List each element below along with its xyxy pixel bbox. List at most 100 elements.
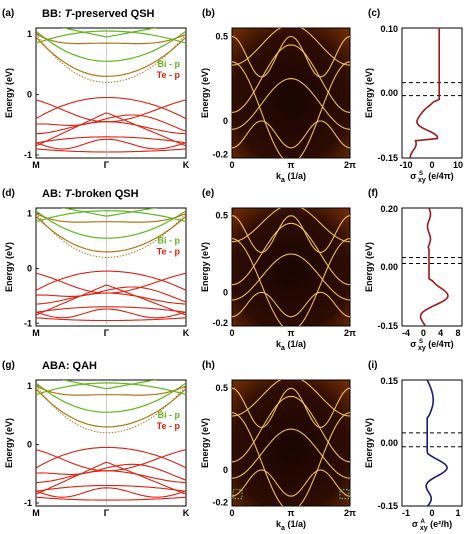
- inverted-band: [36, 213, 186, 258]
- y-tick-label: -0.2: [212, 318, 228, 328]
- conductivity-curve: [425, 379, 448, 507]
- edge-state-curve: [232, 428, 350, 479]
- edge-state-curve: [232, 291, 350, 318]
- edge-curves: [232, 208, 350, 326]
- legend-te-p: Te - p: [157, 421, 181, 431]
- y-tick-label: 0: [27, 263, 32, 273]
- band-curves: [36, 28, 186, 153]
- x-tick-label: π: [288, 328, 295, 338]
- conduction-band: [36, 382, 186, 396]
- edge-state-curve: [232, 44, 350, 113]
- y-tick-label: -0.15: [377, 153, 398, 163]
- panel-label: (g): [2, 360, 15, 371]
- x-tick-label: 10: [453, 160, 463, 170]
- y-tick-label: 0: [27, 90, 32, 100]
- x-tick-label: 0: [429, 508, 434, 518]
- y-tick-label: 0.15: [380, 376, 398, 386]
- band-frame: [35, 27, 187, 159]
- conduction-band: [60, 208, 158, 217]
- valence-band: [36, 148, 186, 153]
- edge-state-curve: [232, 120, 350, 149]
- y-tick-label: 0.5: [215, 383, 228, 393]
- valence-band: [36, 496, 186, 501]
- valence-band: [36, 112, 186, 147]
- y-tick-label: 0.5: [215, 211, 228, 221]
- conduction-band: [36, 210, 186, 239]
- y-axis-label: Energy (eV): [4, 242, 14, 292]
- conduction-band: [36, 30, 186, 44]
- legend-te-p: Te - p: [157, 70, 181, 80]
- edge-state-curve: [232, 387, 350, 428]
- x-tick-label: 0: [229, 328, 234, 338]
- y-tick-label: -0.15: [377, 321, 398, 331]
- valence-band: [36, 463, 186, 481]
- panel-label: (d): [2, 188, 15, 199]
- inverted-band: [36, 33, 186, 83]
- x-tick-label: Γ: [104, 160, 110, 170]
- edge-state-curve: [232, 222, 350, 286]
- band-structure-panel: (g) ABA: QAH 1 0 -1 Energy (eV) M Γ K Bi - pTe - …: [2, 360, 190, 518]
- x-tick-label: 2π: [344, 160, 356, 170]
- x-tick-label: K: [183, 508, 190, 518]
- edge-state-curve: [232, 215, 350, 253]
- band-curves: [36, 380, 186, 501]
- valence-band: [36, 286, 186, 303]
- conduction-band: [36, 212, 186, 223]
- y-tick-label: -1: [24, 150, 32, 160]
- y-tick-label: -0.15: [377, 501, 398, 511]
- conduction-band: [61, 380, 158, 390]
- panel-title: ABA: QAH: [42, 360, 97, 372]
- conductivity-frame: [401, 207, 463, 327]
- valence-band: [36, 317, 186, 322]
- y-tick-label: 0.00: [380, 262, 398, 272]
- y-axis-label: Energy (eV): [364, 68, 374, 118]
- edge-state-curve: [232, 238, 350, 326]
- edge-spectrum: [231, 207, 351, 327]
- x-tick-label: M: [32, 508, 40, 518]
- legend-bi-p: Bi - p: [158, 235, 181, 245]
- y-tick-label: 0: [223, 465, 228, 475]
- x-tick-label: π: [288, 508, 295, 518]
- highlight-box-right: [339, 489, 350, 500]
- y-tick-label: 1: [27, 381, 32, 391]
- x-tick-label: K: [183, 328, 190, 338]
- valence-band: [36, 470, 186, 484]
- x-tick-label: 0: [229, 508, 234, 518]
- x-tick-label: -10: [399, 160, 412, 170]
- y-axis-label: Energy (eV): [4, 418, 14, 468]
- panel-label: (i): [368, 360, 377, 371]
- valence-band: [36, 138, 186, 150]
- x-tick-label: M: [32, 328, 40, 338]
- inverted-band: [36, 385, 186, 434]
- x-tick-label: Γ: [104, 508, 110, 518]
- y-tick-label: -1: [24, 318, 32, 328]
- x-axis-label: ka (1/a): [276, 339, 306, 352]
- y-tick-label: 1: [27, 208, 32, 218]
- figure-row-2: (d) AB: T-broken QSH 1 0 -1 Energy (eV) M Γ K Bi …: [2, 188, 463, 352]
- conduction-band: [36, 388, 186, 428]
- conduction-band: [36, 385, 186, 396]
- highlight-box-left: [232, 489, 243, 500]
- panel-title: AB: T-broken QSH: [42, 188, 139, 200]
- x-tick-label: M: [32, 160, 40, 170]
- legend-te-p: Te - p: [157, 246, 181, 256]
- valence-band: [36, 292, 186, 305]
- edge-state-curve: [232, 208, 350, 243]
- edge-state-curve: [232, 35, 350, 78]
- y-axis-label: Energy (eV): [364, 242, 374, 292]
- x-axis-label: ka (1/a): [276, 171, 306, 184]
- x-tick-label: 0: [421, 328, 426, 338]
- band-structure-panel: (a) BB: T-preserved QSH 1 0 -1 Energy (eV) M Γ K…: [2, 8, 190, 170]
- valence-band: [36, 461, 186, 495]
- y-tick-label: 0: [223, 116, 228, 126]
- valence-band: [36, 484, 186, 492]
- conduction-band: [36, 382, 186, 413]
